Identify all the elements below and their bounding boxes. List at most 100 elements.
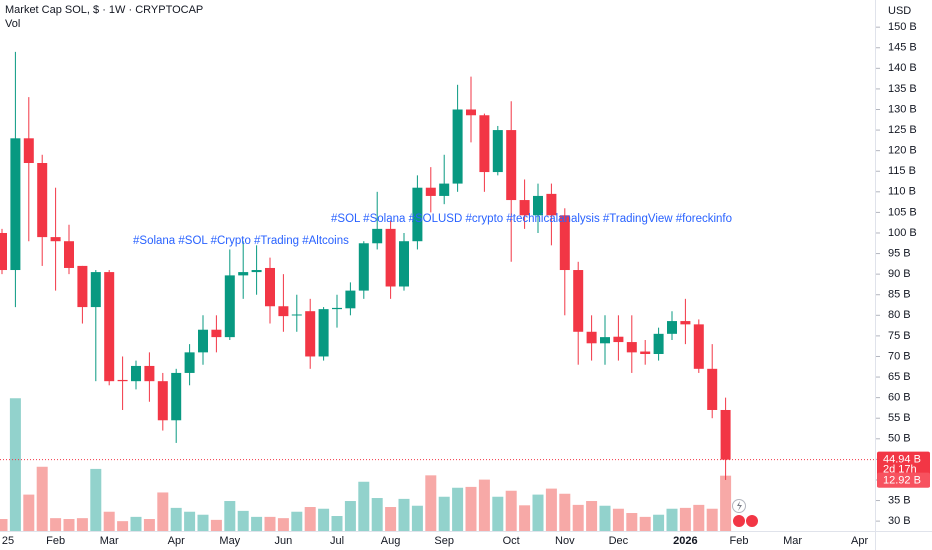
volume-bar — [452, 487, 464, 531]
candle-body — [238, 272, 249, 276]
volume-bar — [586, 501, 598, 531]
candle-body — [533, 195, 543, 216]
y-tick-label: 90 B — [888, 268, 911, 280]
volume-title: Vol — [5, 18, 20, 30]
volume-bar — [184, 511, 196, 531]
volume-bar — [706, 508, 718, 531]
candle-body — [693, 324, 704, 369]
volume-bar — [679, 507, 691, 531]
y-tick-label: 140 B — [888, 62, 917, 74]
y-tick-label: 85 B — [888, 289, 911, 301]
volume-bar — [170, 507, 182, 531]
y-tick-label: 130 B — [888, 103, 917, 115]
volume-bar — [492, 496, 504, 531]
candle-body — [358, 243, 369, 291]
y-tick-label: 35 B — [888, 494, 911, 506]
candle-body — [171, 372, 182, 421]
last-price-label: 44.94 B — [883, 454, 921, 466]
y-tick-label: 30 B — [888, 515, 911, 527]
volume-bar — [117, 521, 129, 531]
volume-bar — [264, 516, 276, 531]
volume-bar — [318, 508, 330, 531]
chart-title: Market Cap SOL, $ · 1W · CRYPTOCAP — [5, 4, 203, 16]
candle-body — [117, 379, 128, 382]
x-tick-label: Feb — [46, 535, 65, 547]
annotation: #Solana #SOL #Crypto #Trading #Altcoins — [133, 235, 349, 247]
volume-bar — [599, 505, 611, 531]
candle-body — [640, 351, 651, 355]
y-tick-label: 55 B — [888, 412, 911, 424]
volume-bar — [411, 505, 423, 531]
volume-bar — [438, 496, 450, 531]
candle-body — [224, 275, 235, 338]
candle-body — [77, 265, 88, 308]
x-tick-label: Mar — [783, 535, 802, 547]
candle-body — [372, 228, 383, 244]
event-icon[interactable] — [732, 514, 746, 528]
x-tick-label: Sep — [434, 535, 454, 547]
volume-bar — [130, 516, 142, 531]
volume-bar — [532, 494, 544, 531]
candle-body — [37, 163, 48, 238]
candle-body — [211, 329, 222, 338]
volume-bar — [224, 501, 236, 531]
y-tick-label: 70 B — [888, 350, 911, 362]
candle-body — [613, 336, 624, 343]
x-tick-label: Nov — [555, 535, 575, 547]
candle-body — [332, 307, 342, 310]
last-volume-box — [877, 472, 930, 488]
candle-body — [0, 232, 7, 271]
event-icon[interactable] — [745, 514, 759, 528]
x-tick-label: May — [219, 535, 240, 547]
candle-body — [251, 270, 262, 273]
y-tick-label: 100 B — [888, 227, 917, 239]
candle-body — [305, 311, 316, 357]
event-icons — [732, 499, 759, 528]
y-tick-label: 60 B — [888, 392, 911, 404]
x-tick-label: Feb — [730, 535, 749, 547]
volume-bar — [36, 466, 48, 531]
y-tick-label: 125 B — [888, 124, 917, 136]
volume-bar — [210, 519, 222, 531]
candle-body — [198, 329, 208, 353]
candle-body — [492, 130, 503, 173]
volume-bar — [398, 498, 410, 531]
volume-bar — [237, 510, 249, 531]
y-tick-label: 50 B — [888, 433, 911, 445]
candle-body — [64, 241, 74, 268]
candle-body — [546, 193, 557, 216]
volume-bar — [344, 501, 356, 531]
candle-body — [345, 290, 356, 309]
volume-bar — [371, 498, 383, 531]
volume-bar — [0, 519, 8, 531]
volume-bar — [90, 468, 102, 531]
x-tick-label: Dec — [609, 535, 629, 547]
candle-body — [399, 241, 409, 287]
candle-body — [506, 130, 517, 201]
volume-bar — [519, 505, 531, 531]
volume-bar — [559, 493, 571, 531]
event-glyph — [737, 501, 742, 511]
y-tick-label: 105 B — [888, 206, 917, 218]
candle-body — [600, 337, 610, 344]
candle-body — [667, 321, 677, 334]
plot — [0, 51, 876, 531]
volume-bar — [505, 490, 517, 531]
volume-bar — [304, 507, 316, 531]
volume-bar — [385, 507, 397, 531]
countdown: 2d 17h — [883, 464, 917, 476]
candle-body — [680, 321, 691, 325]
candle-body — [425, 187, 436, 196]
currency-label: USD — [888, 5, 911, 17]
candle-body — [144, 365, 155, 382]
y-tick-label: 135 B — [888, 83, 917, 95]
volume-bar — [277, 518, 289, 531]
volume-bar — [626, 513, 638, 531]
candle-body — [412, 187, 423, 242]
y-tick-label: 75 B — [888, 330, 911, 342]
volume-bar — [358, 481, 370, 531]
candle-body — [519, 200, 530, 216]
candle-body — [653, 333, 664, 355]
x-tick-label: 25 — [2, 535, 14, 547]
